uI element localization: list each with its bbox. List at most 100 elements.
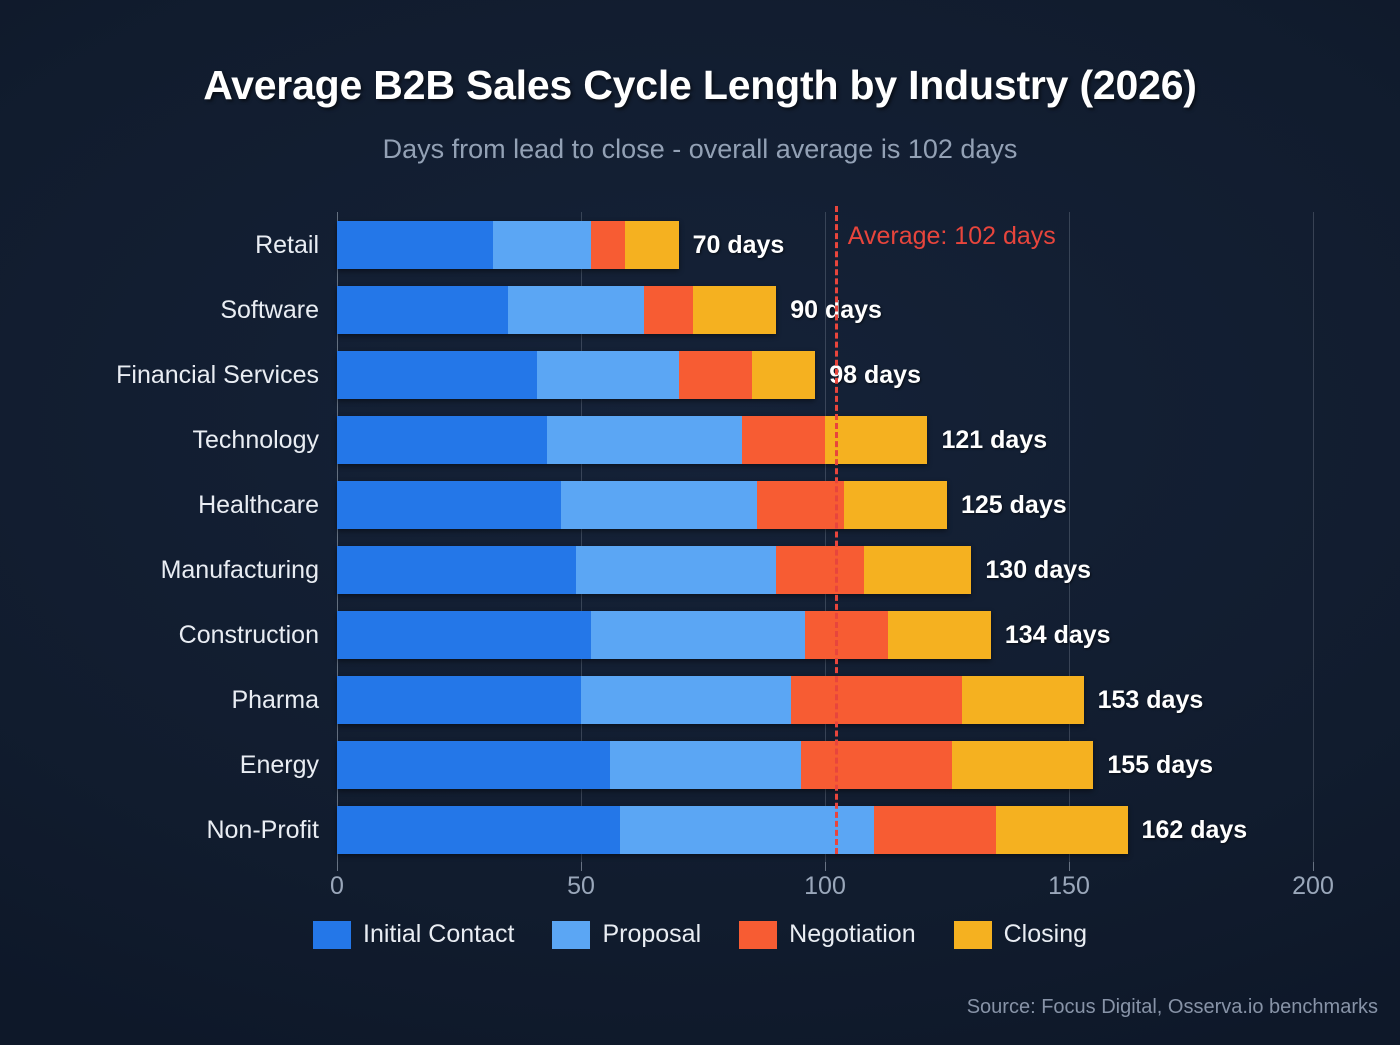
bar-segment-initial-contact[interactable] xyxy=(337,415,547,464)
legend-label: Negotiation xyxy=(789,920,916,948)
chart-legend: Initial Contact Proposal Negotiation Closin… xyxy=(0,920,1400,949)
stacked-bar[interactable] xyxy=(337,805,1128,854)
bar-segment-proposal[interactable] xyxy=(576,545,777,594)
bar-segment-closing[interactable] xyxy=(824,415,928,464)
axis-tick xyxy=(1313,862,1314,871)
bar-segment-closing[interactable] xyxy=(864,545,972,594)
bar-segment-proposal[interactable] xyxy=(590,610,806,659)
stacked-bar[interactable] xyxy=(337,415,928,464)
category-label: Pharma xyxy=(231,685,319,714)
bar-segment-initial-contact[interactable] xyxy=(337,610,591,659)
legend-item[interactable]: Negotiation xyxy=(739,920,916,949)
legend-swatch-icon xyxy=(739,920,778,949)
stacked-bar[interactable] xyxy=(337,350,816,399)
bar-segment-closing[interactable] xyxy=(951,740,1094,789)
bar-segment-closing[interactable] xyxy=(961,675,1084,724)
bar-segment-initial-contact[interactable] xyxy=(337,220,494,269)
axis-tick xyxy=(337,862,338,871)
bar-row: Energy 155 days xyxy=(240,740,1313,789)
bar-value-label: 134 days xyxy=(1004,620,1111,649)
bar-segment-proposal[interactable] xyxy=(610,740,801,789)
bar-segment-closing[interactable] xyxy=(693,285,777,334)
bar-segment-initial-contact[interactable] xyxy=(337,350,538,399)
legend-swatch-icon xyxy=(313,920,351,949)
source-note: Source: Focus Digital, Osserva.io benchm… xyxy=(966,996,1378,1018)
gridline xyxy=(581,212,582,862)
gridline xyxy=(825,212,826,862)
bar-value-label: 155 days xyxy=(1107,750,1214,779)
bar-segment-negotiation[interactable] xyxy=(805,610,889,659)
axis-tick xyxy=(1069,862,1070,871)
category-label: Retail xyxy=(255,230,319,259)
bar-value-label: 162 days xyxy=(1141,815,1248,844)
category-label: Manufacturing xyxy=(160,555,319,584)
bar-row: Software 90 days xyxy=(220,285,1313,334)
bar-segment-closing[interactable] xyxy=(888,610,991,659)
category-label: Energy xyxy=(239,750,319,779)
bar-segment-negotiation[interactable] xyxy=(776,545,865,594)
category-label: Financial Services xyxy=(116,360,319,389)
bar-segment-negotiation[interactable] xyxy=(742,415,825,464)
bar-segment-proposal[interactable] xyxy=(581,675,791,724)
bar-value-label: 153 days xyxy=(1097,685,1204,714)
bar-value-label: 130 days xyxy=(985,555,1092,584)
bar-segment-proposal[interactable] xyxy=(546,415,743,464)
legend-label: Closing xyxy=(1003,920,1087,948)
legend-item[interactable]: Closing xyxy=(953,920,1087,949)
axis-tick-label: 100 xyxy=(804,872,846,900)
bar-segment-initial-contact[interactable] xyxy=(337,805,621,854)
legend-label: Proposal xyxy=(602,920,702,948)
bar-segment-closing[interactable] xyxy=(751,350,816,399)
bar-row: Construction 134 days xyxy=(179,610,1313,659)
stacked-bar[interactable] xyxy=(337,285,777,334)
bar-segment-negotiation[interactable] xyxy=(756,480,845,529)
axis-tick-label: 150 xyxy=(1048,872,1090,900)
legend-item[interactable]: Initial Contact xyxy=(313,920,514,949)
bar-segment-closing[interactable] xyxy=(624,220,679,269)
axis-tick xyxy=(825,862,826,871)
bar-row: Healthcare 125 days xyxy=(198,480,1313,529)
axis-tick-label: 0 xyxy=(330,872,344,900)
bar-value-label: 125 days xyxy=(961,490,1067,519)
bar-segment-proposal[interactable] xyxy=(620,805,874,854)
plot-area: Retail 70 days Software 90 days Financial Se… xyxy=(116,206,1314,862)
page-title: Average B2B Sales Cycle Length by Indust… xyxy=(203,62,1197,108)
bar-row: Technology 121 days xyxy=(193,415,1313,464)
bar-segment-proposal[interactable] xyxy=(507,285,645,334)
bar-segment-closing[interactable] xyxy=(995,805,1128,854)
bar-segment-proposal[interactable] xyxy=(537,350,679,399)
bar-segment-initial-contact[interactable] xyxy=(337,675,581,724)
x-axis: 0 50 100 150 200 xyxy=(330,862,1334,908)
average-line-label: Average: 102 days xyxy=(847,222,1056,250)
legend-swatch-icon xyxy=(953,920,992,949)
bar-value-label: 121 days xyxy=(941,425,1048,454)
stacked-bar[interactable] xyxy=(337,545,972,594)
bar-segment-negotiation[interactable] xyxy=(678,350,752,399)
bar-segment-negotiation[interactable] xyxy=(590,220,625,269)
category-label: Software xyxy=(220,295,319,324)
legend-item[interactable]: Proposal xyxy=(552,920,701,949)
bar-row: Non-Profit 162 days xyxy=(206,805,1313,854)
stacked-bar[interactable] xyxy=(337,480,947,529)
bar-segment-negotiation[interactable] xyxy=(800,740,952,789)
bar-segment-negotiation[interactable] xyxy=(873,805,996,854)
bar-segment-negotiation[interactable] xyxy=(644,285,694,334)
bar-segment-initial-contact[interactable] xyxy=(337,545,577,594)
bar-segment-initial-contact[interactable] xyxy=(337,740,611,789)
gridline xyxy=(1313,212,1314,862)
bar-segment-proposal[interactable] xyxy=(493,220,591,269)
bar-segment-initial-contact[interactable] xyxy=(337,285,508,334)
category-label: Technology xyxy=(192,425,319,454)
chart-subtitle: Days from lead to close - overall averag… xyxy=(382,134,1018,164)
stacked-bar[interactable] xyxy=(337,610,991,659)
stacked-bar[interactable] xyxy=(337,220,679,269)
stacked-bar[interactable] xyxy=(337,740,1094,789)
stacked-bar[interactable] xyxy=(337,675,1084,724)
bar-value-label: 70 days xyxy=(692,230,785,259)
category-label: Healthcare xyxy=(198,490,319,519)
bar-segment-closing[interactable] xyxy=(844,480,947,529)
bar-segment-proposal[interactable] xyxy=(561,480,757,529)
bar-segment-initial-contact[interactable] xyxy=(337,480,562,529)
bar-segment-negotiation[interactable] xyxy=(790,675,962,724)
